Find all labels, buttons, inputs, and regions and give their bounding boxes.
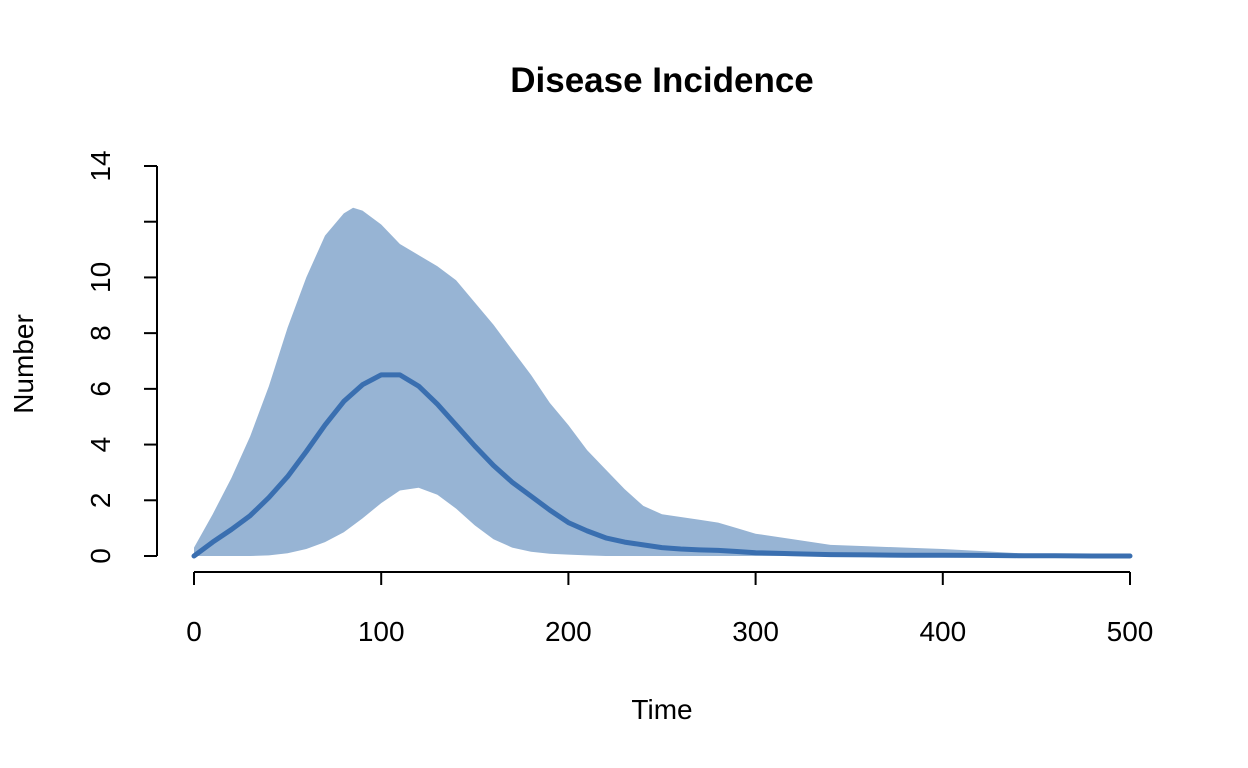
x-tick-label-200: 200	[545, 616, 592, 647]
confidence-band-layer	[194, 207, 1130, 557]
y-axis-label: Number	[8, 314, 39, 414]
x-tick-label-400: 400	[919, 616, 966, 647]
y-axis: 0 2 4 6 8 10 14	[85, 150, 158, 564]
chart-title: Disease Incidence	[510, 61, 814, 100]
x-tick-label-100: 100	[358, 616, 405, 647]
y-tick-label-6: 6	[85, 381, 116, 397]
x-axis-label: Time	[631, 694, 692, 725]
x-tick-label-300: 300	[732, 616, 779, 647]
series-line-0	[191, 372, 1133, 559]
y-tick-label-8: 8	[85, 325, 116, 341]
confidence-band	[194, 207, 1130, 557]
x-axis: 0 100 200 300 400 500	[186, 571, 1154, 647]
y-tick-label-10: 10	[85, 262, 116, 293]
y-tick-label-4: 4	[85, 437, 116, 453]
y-tick-label-0: 0	[85, 548, 116, 564]
x-tick-label-500: 500	[1107, 616, 1154, 647]
y-tick-label-14: 14	[85, 150, 116, 181]
series-line-layer	[191, 372, 1133, 559]
x-tick-label-0: 0	[186, 616, 202, 647]
y-tick-label-2: 2	[85, 493, 116, 509]
